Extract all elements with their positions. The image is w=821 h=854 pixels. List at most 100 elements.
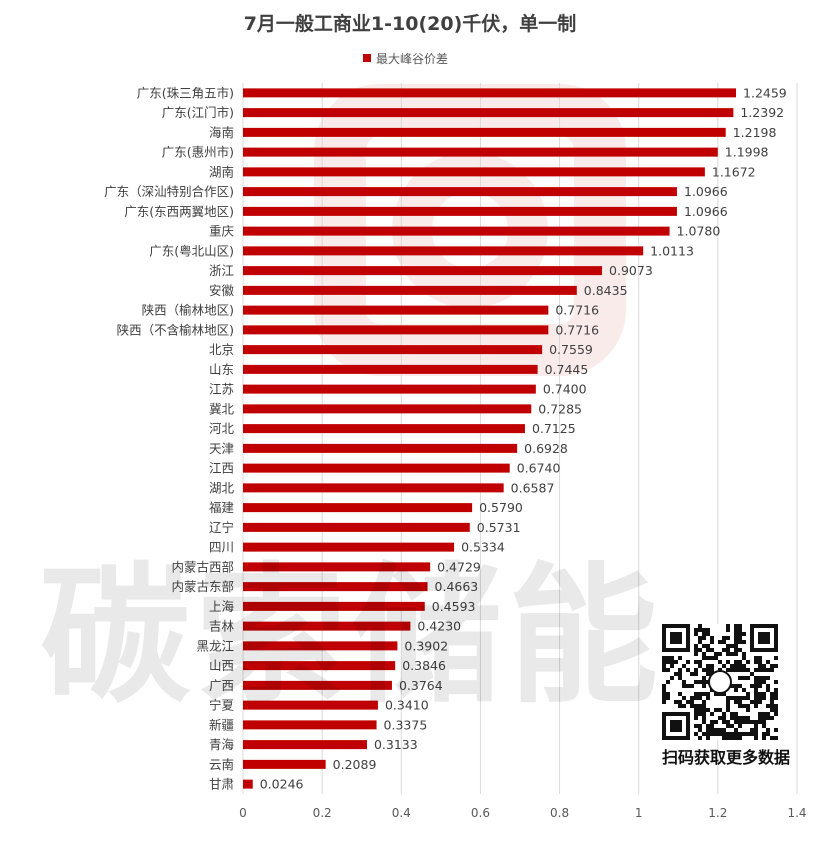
bar [243,542,455,552]
qr-finder-outer [662,712,690,740]
x-tick-label: 0 [239,806,247,820]
value-label: 0.8435 [584,283,628,298]
category-label: 陕西（不含榆林地区) [117,322,234,337]
category-label: 辽宁 [209,520,234,535]
bar [243,641,398,651]
value-label: 0.3375 [384,717,428,732]
value-label: 0.6587 [511,480,555,495]
bar [243,661,396,671]
bar [243,305,549,315]
value-label: 0.4593 [432,599,476,614]
bar [243,364,538,374]
value-label: 0.7716 [555,303,599,318]
qr-finder-outer [662,624,690,652]
chat-bubble-icon [708,670,732,694]
category-label: 江西 [209,461,234,476]
category-label: 安徽 [209,283,235,298]
legend: 最大峰谷价差 [363,52,448,66]
bar [243,443,518,453]
category-label: 湖南 [209,164,234,179]
category-label: 云南 [209,757,234,772]
value-label: 1.1672 [712,164,756,179]
qr-code[interactable] [662,624,778,740]
value-label: 0.7445 [545,362,589,377]
bar [243,424,525,434]
value-label: 0.5790 [479,500,523,515]
category-label: 江苏 [209,382,234,397]
qr-modules [662,624,778,740]
qr-finder-inner [758,632,770,644]
value-label: 0.6740 [517,461,561,476]
bar [243,740,367,750]
category-label: 福建 [209,500,235,515]
bar [243,167,705,177]
x-tick-label: 0.6 [471,806,490,820]
bar [243,206,677,216]
category-label: 吉林 [209,619,235,634]
x-tick-label: 0.8 [550,806,569,820]
value-label: 0.3902 [404,638,448,653]
bar [243,720,377,730]
bar [243,88,737,98]
category-label: 广西 [209,678,234,693]
value-label: 0.5731 [477,520,521,535]
value-label: 1.1998 [725,145,769,160]
category-label: 山东 [209,362,234,377]
bar [243,266,603,276]
bars [243,88,737,789]
value-label: 0.3764 [399,678,443,693]
x-tick-label: 0.2 [313,806,332,820]
qr-finder-inner [670,720,682,732]
x-tick-label: 1.2 [708,806,727,820]
category-label: 甘肃 [209,777,234,792]
x-tick-label: 1.4 [787,806,806,820]
bar [243,483,504,493]
value-label: 0.7125 [532,421,576,436]
qr-finder-outer [750,624,778,652]
value-label: 0.7285 [538,401,582,416]
category-label: 广东(粤北山区) [149,243,234,258]
category-label: 四川 [209,540,234,555]
value-label: 0.3133 [374,737,418,752]
category-label: 广东（深汕特别合作区) [104,184,234,199]
value-label: 1.0113 [650,243,694,258]
category-label: 新疆 [209,717,234,732]
value-label: 0.4663 [435,579,479,594]
category-label: 山西 [209,658,234,673]
value-label: 1.0966 [684,184,728,199]
value-label: 1.0966 [684,204,728,219]
category-label: 青海 [209,737,235,752]
category-label: 北京 [209,342,234,357]
category-label: 陕西（榆林地区) [142,303,234,318]
value-label: 0.7559 [549,342,593,357]
bar [243,226,670,236]
value-label: 0.7400 [543,382,587,397]
category-label: 广东(惠州市) [162,145,234,160]
value-label: 0.6928 [524,441,568,456]
bar [243,621,411,631]
bar [243,759,326,769]
value-label: 0.3846 [402,658,446,673]
category-label: 河北 [209,421,235,436]
chart-title: 7月一般工商业1-10(20)千伏，单一制 [244,12,577,35]
legend-label: 最大峰谷价差 [376,52,448,66]
watermark-text: 碳索储能 [40,550,665,724]
value-label: 1.0780 [677,224,721,239]
category-label: 内蒙古东部 [171,579,234,594]
value-labels: 1.2459 1.2392 1.2198 1.1998 1.1672 1.0966 1.09… [260,85,787,791]
value-label: 1.2198 [733,125,777,140]
x-tick-labels: 0 0.2 0.4 0.6 0.8 1 1.2 1.4 [239,806,806,820]
gridlines [242,83,798,794]
value-label: 0.2089 [333,757,377,772]
category-label: 广东(东西两翼地区) [124,204,234,219]
bar [243,700,378,710]
bar [243,601,425,611]
bar [243,187,677,197]
x-tick-label: 1 [635,806,643,820]
bar [243,325,549,335]
category-label: 广东(江门市) [162,105,234,120]
qr-caption: 扫码获取更多数据 [661,748,790,767]
category-label: 海南 [209,125,234,140]
